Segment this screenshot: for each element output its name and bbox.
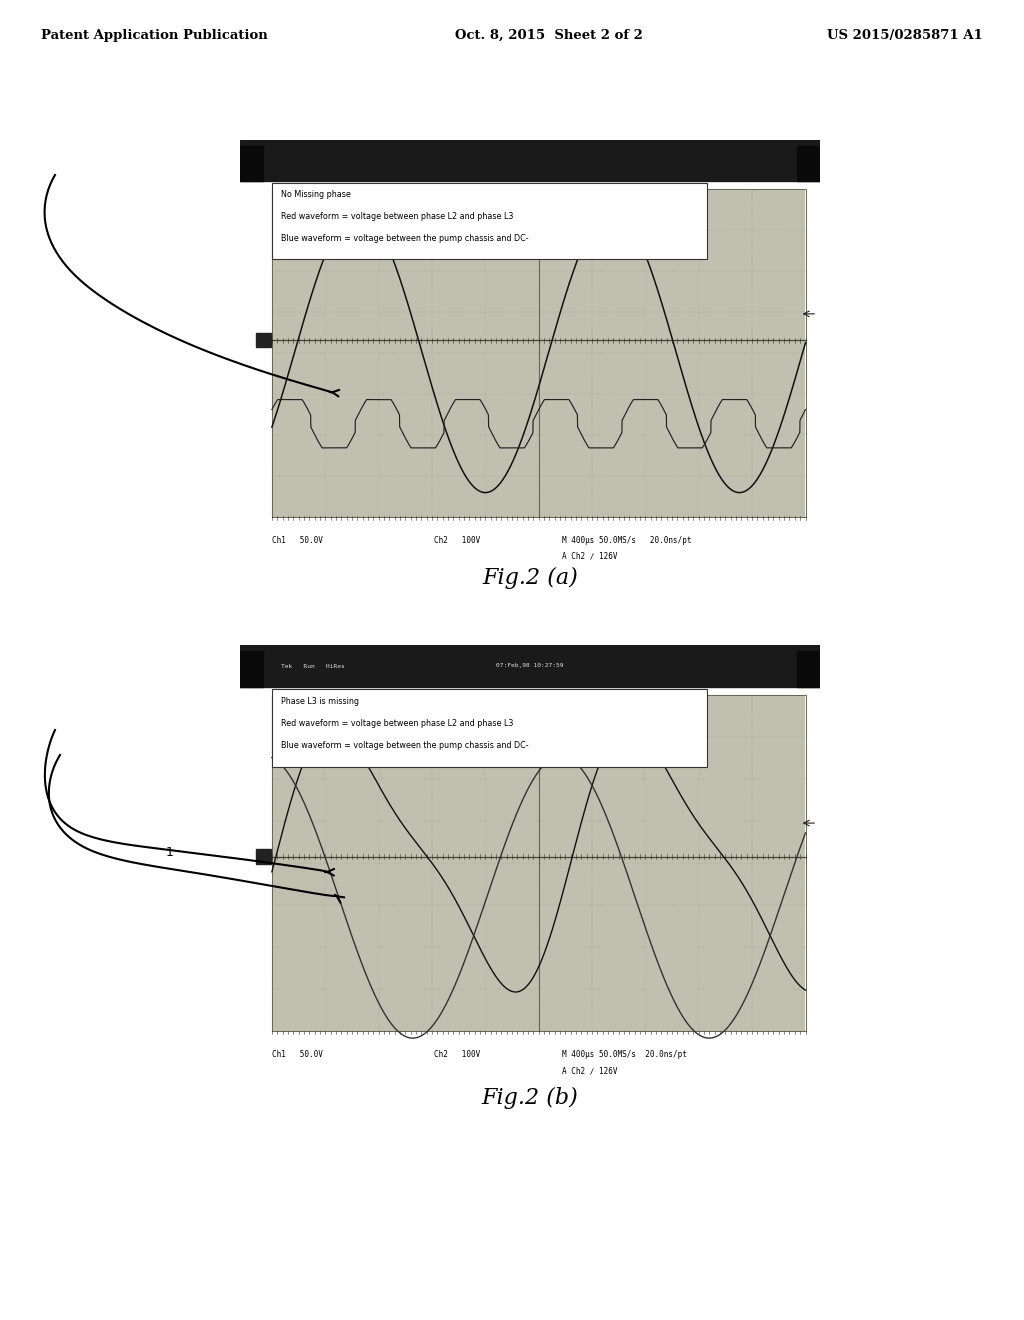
Text: US 2015/0285871 A1: US 2015/0285871 A1 (827, 29, 983, 42)
Text: 1: 1 (166, 846, 174, 858)
Text: Ch2   100V: Ch2 100V (434, 1051, 480, 1059)
Text: Red waveform = voltage between phase L2 and phase L3: Red waveform = voltage between phase L2 … (281, 213, 513, 222)
Text: Patent Application Publication: Patent Application Publication (41, 29, 267, 42)
Bar (797, 651, 820, 686)
Bar (256, 849, 270, 865)
Text: Ch2   100V: Ch2 100V (434, 536, 480, 545)
Text: Tek   Run   HiRes: Tek Run HiRes (281, 664, 344, 668)
Text: Ch1   50.0V: Ch1 50.0V (272, 1051, 323, 1059)
Text: Oct. 8, 2015  Sheet 2 of 2: Oct. 8, 2015 Sheet 2 of 2 (456, 29, 643, 42)
Bar (272, 183, 707, 259)
Text: Ch1   50.0V: Ch1 50.0V (272, 536, 323, 545)
Bar (240, 651, 263, 686)
Text: A Ch2 ∕ 126V: A Ch2 ∕ 126V (562, 1065, 617, 1074)
Text: Fig.2 (a): Fig.2 (a) (482, 568, 578, 589)
Bar (272, 189, 806, 517)
Text: A Ch2 ∕ 126V: A Ch2 ∕ 126V (562, 550, 617, 560)
Text: Fig.2 (b): Fig.2 (b) (481, 1086, 579, 1109)
Text: Red waveform = voltage between phase L2 and phase L3: Red waveform = voltage between phase L2 … (281, 719, 513, 727)
Bar (256, 333, 270, 347)
Bar (272, 689, 707, 767)
Text: Blue waveform = voltage between the pump chassis and DC-: Blue waveform = voltage between the pump… (281, 741, 528, 750)
Bar (797, 147, 820, 181)
Bar (240, 645, 820, 686)
Text: Phase L3 is missing: Phase L3 is missing (281, 697, 358, 706)
Text: No Missing phase: No Missing phase (281, 190, 350, 199)
Text: Blue waveform = voltage between the pump chassis and DC-: Blue waveform = voltage between the pump… (281, 234, 528, 243)
Bar (240, 140, 820, 181)
Bar (272, 696, 806, 1031)
Bar (240, 147, 263, 181)
Text: M 400μs 50.0MS/s  20.0ns/pt: M 400μs 50.0MS/s 20.0ns/pt (562, 1051, 687, 1059)
Text: M 400μs 50.0MS/s   20.0ns/pt: M 400μs 50.0MS/s 20.0ns/pt (562, 536, 691, 545)
Text: 07:Feb,98 10:27:59: 07:Feb,98 10:27:59 (497, 664, 564, 668)
